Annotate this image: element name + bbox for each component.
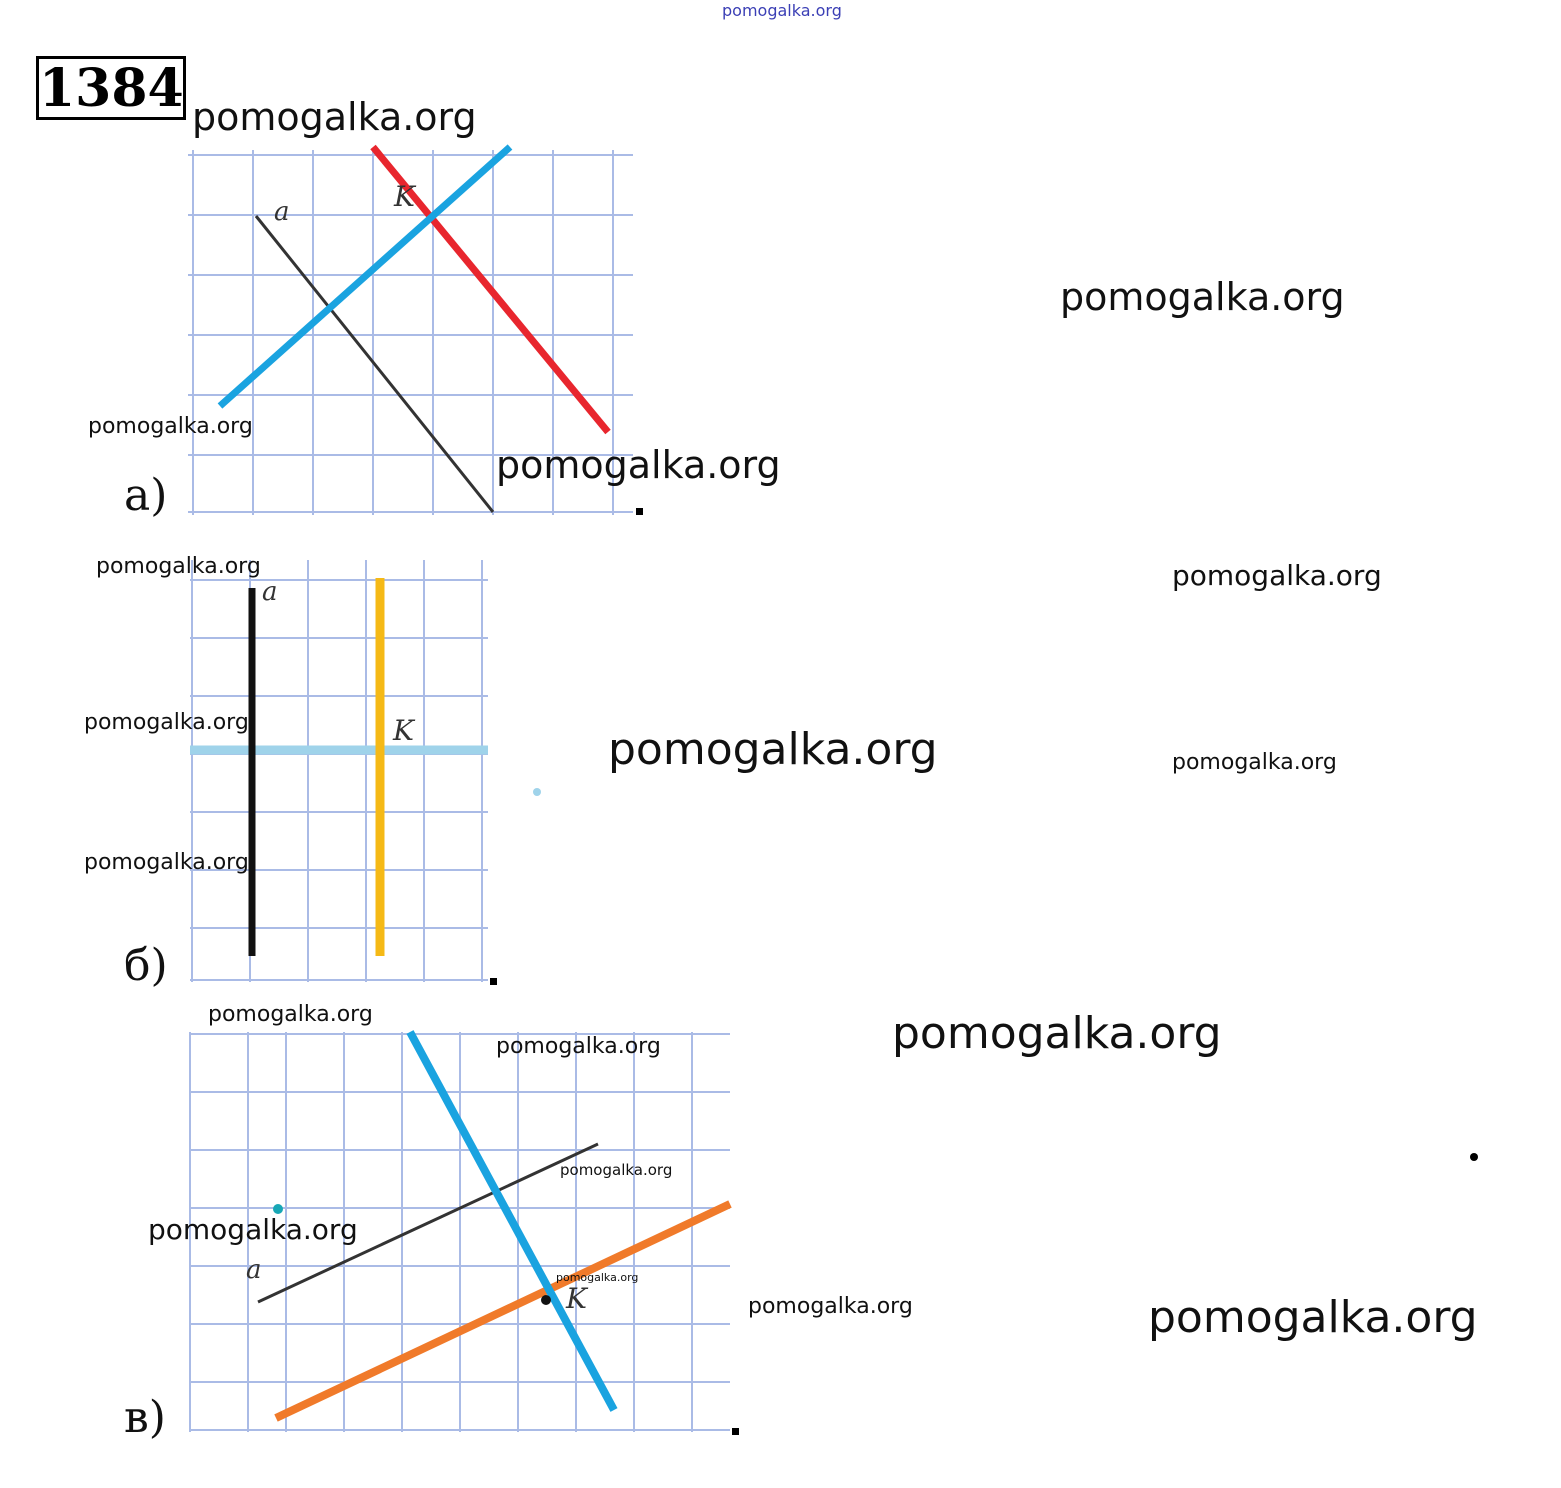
watermark[interactable]: pomogalka.org — [1172, 750, 1337, 775]
line-a-given — [254, 215, 495, 513]
point-v — [541, 1295, 551, 1305]
part-b-label: б) — [124, 940, 168, 991]
line-b-label: a — [262, 577, 278, 607]
dot-a — [636, 508, 643, 515]
line-v-parallel — [274, 1200, 732, 1422]
part-a-label: а) — [124, 470, 168, 521]
point-b-label: K — [392, 714, 416, 747]
dot-v — [732, 1428, 739, 1435]
watermark[interactable]: pomogalka.org — [148, 1213, 358, 1246]
line-a-label: a — [274, 197, 290, 227]
line-v-given — [257, 1142, 599, 1304]
watermark[interactable]: pomogalka.org — [1060, 275, 1345, 319]
stray-dot-b — [533, 788, 541, 796]
stray-dot-right — [1470, 1153, 1478, 1161]
watermark[interactable]: pomogalka.org — [496, 443, 781, 487]
watermark[interactable]: pomogalka.org — [892, 1008, 1222, 1059]
problem-number: 1384 — [36, 56, 186, 120]
watermark[interactable]: pomogalka.org — [96, 554, 261, 579]
watermark[interactable]: pomogalka.org — [84, 850, 249, 875]
point-a-label: K — [393, 180, 417, 213]
figure-b: a K — [190, 560, 488, 982]
watermark[interactable]: pomogalka.org — [748, 1294, 913, 1319]
watermark[interactable]: pomogalka.org — [608, 724, 938, 775]
watermark[interactable]: pomogalka.org — [84, 710, 249, 735]
grid-b — [190, 560, 488, 982]
watermark[interactable]: pomogalka.org — [1172, 559, 1382, 592]
part-v-label: в) — [124, 1392, 166, 1443]
watermark[interactable]: pomogalka.org — [556, 1271, 639, 1284]
watermark[interactable]: pomogalka.org — [88, 414, 253, 439]
grid-a — [188, 150, 633, 515]
line-a-parallel — [370, 144, 611, 435]
stray-dot-v — [273, 1204, 283, 1214]
watermark[interactable]: pomogalka.org — [192, 95, 477, 139]
watermark[interactable]: pomogalka.org — [208, 1002, 373, 1027]
watermark-top[interactable]: pomogalka.org — [722, 1, 842, 20]
grid-v — [189, 1032, 730, 1432]
line-v-label: a — [246, 1255, 262, 1285]
point-v-label: K — [565, 1282, 589, 1315]
watermark[interactable]: pomogalka.org — [1148, 1292, 1478, 1343]
watermark[interactable]: pomogalka.org — [560, 1161, 673, 1179]
line-a-perpendicular — [217, 144, 513, 409]
watermark[interactable]: pomogalka.org — [496, 1034, 661, 1059]
figure-v: a K — [189, 1030, 732, 1432]
line-v-perpendicular — [406, 1030, 618, 1412]
figure-a: a K — [188, 144, 633, 515]
dot-b — [490, 978, 497, 985]
